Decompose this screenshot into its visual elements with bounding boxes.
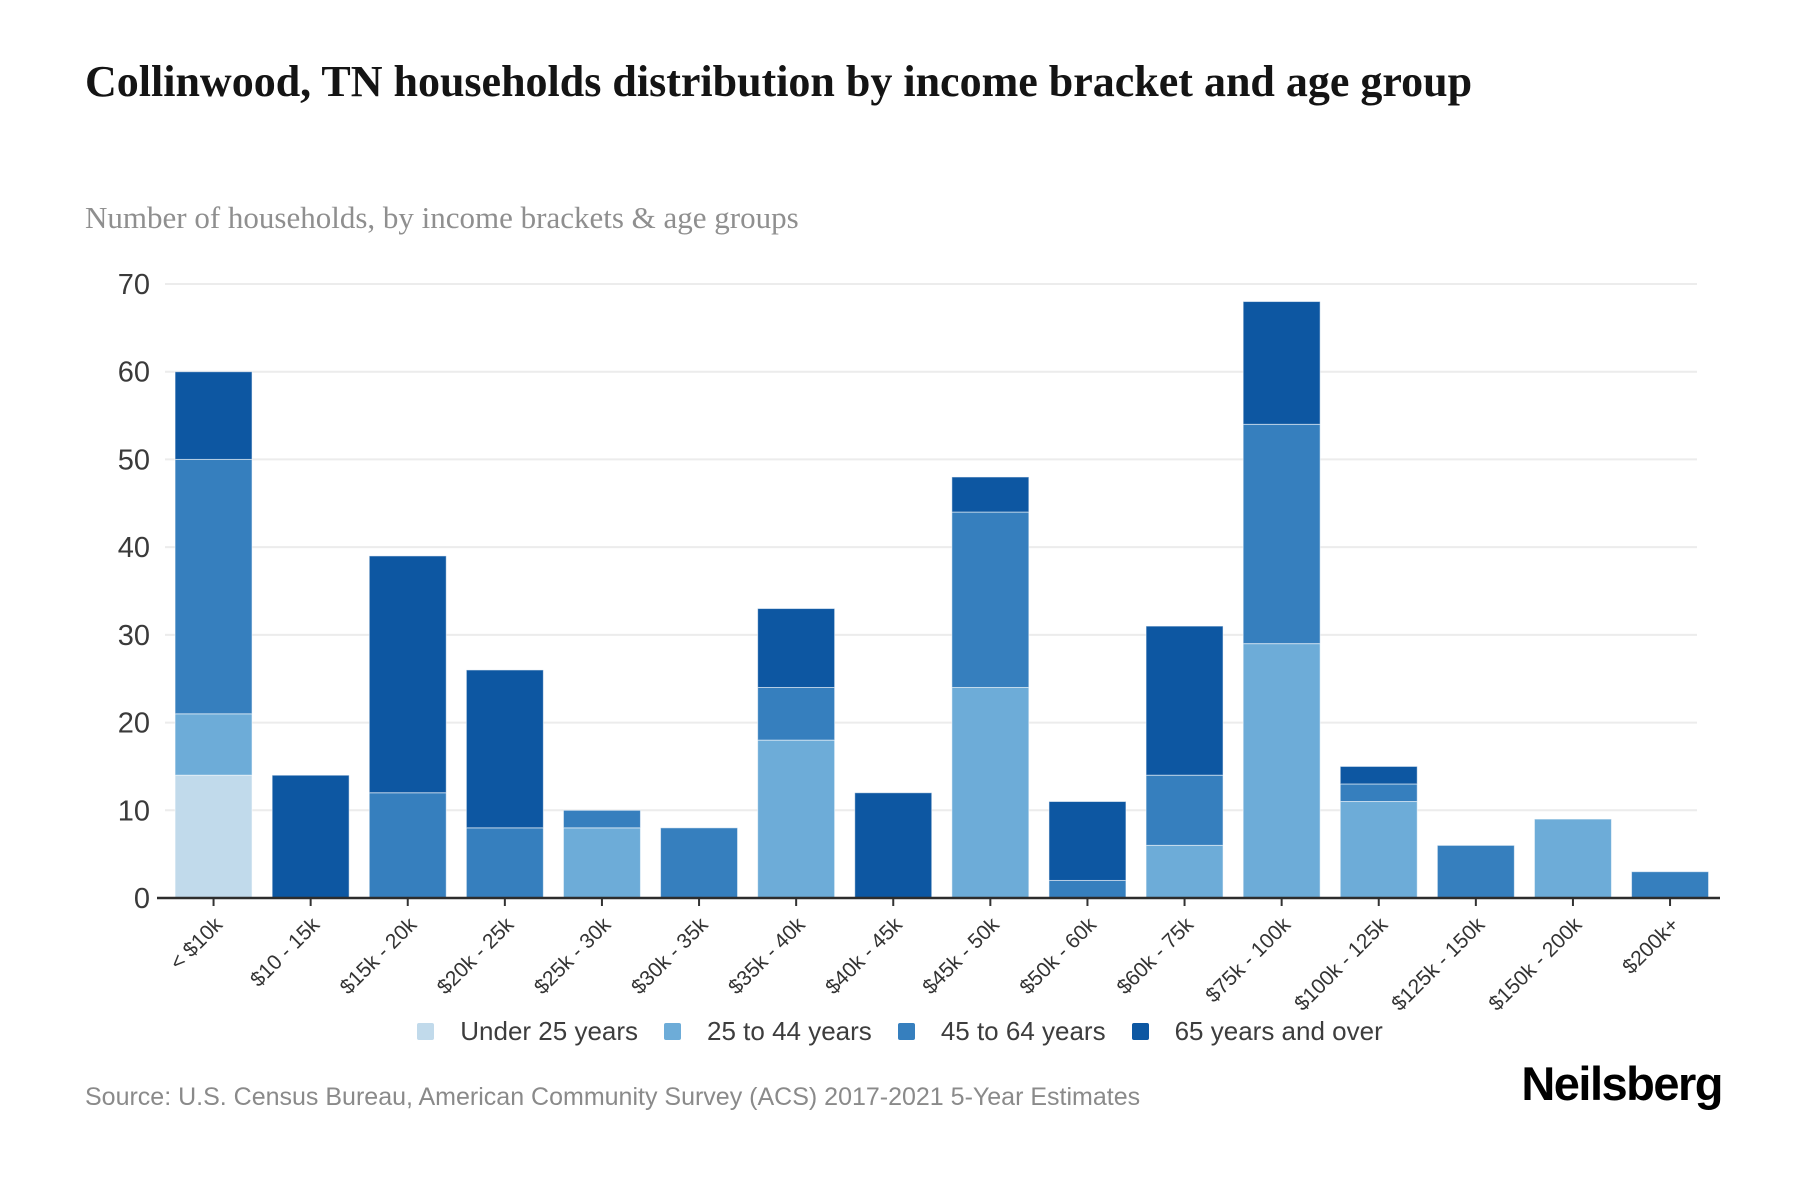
x-tick-label: $100k - 125k: [1290, 913, 1392, 1015]
bar-segment: [1145, 625, 1224, 776]
bar-segment: [1242, 301, 1321, 425]
legend-swatch: [897, 1022, 915, 1040]
x-tick-label: $45k - 50k: [918, 913, 1004, 999]
bar-segment: [174, 774, 253, 899]
bar-segment: [1048, 801, 1127, 881]
bar-segment: [1631, 871, 1710, 899]
x-tick-label: $10 - 15k: [246, 913, 325, 992]
bar-segment: [174, 458, 253, 715]
bar-segment: [1145, 774, 1224, 846]
legend-item: 65 years and over: [1131, 1015, 1383, 1047]
bar-segment: [660, 827, 739, 899]
legend-label: Under 25 years: [460, 1015, 639, 1046]
bar-segment: [757, 608, 836, 688]
legend-swatch: [1131, 1022, 1149, 1040]
legend-item: Under 25 years: [417, 1016, 638, 1047]
x-tick-label: $25k - 30k: [530, 913, 616, 999]
bar-segment: [368, 555, 447, 794]
x-tick-label: $75k - 100k: [1201, 913, 1295, 1007]
legend-label: 45 to 64 years: [940, 1015, 1106, 1046]
bar-segment: [1242, 423, 1321, 645]
bar-segment: [465, 669, 544, 829]
bar-segment: [1339, 783, 1418, 803]
bar-segment: [1533, 818, 1612, 899]
bar-segment: [174, 713, 253, 776]
x-tick-label: $35k - 40k: [724, 913, 810, 999]
source-text: Source: U.S. Census Bureau, American Com…: [85, 1083, 1141, 1111]
x-tick-label: $60k - 75k: [1112, 913, 1198, 999]
y-tick-label: 60: [118, 357, 150, 389]
bar-segment: [951, 476, 1030, 513]
legend-item: 25 to 44 years: [664, 1016, 872, 1047]
x-tick-label: $20k - 25k: [433, 913, 519, 999]
chart-title: Collinwood, TN households distribution b…: [85, 57, 1473, 106]
chart-subtitle: Number of households, by income brackets…: [85, 200, 799, 235]
chart-legend: Under 25 years 25 to 44 years 45 to 64 yea…: [0, 1014, 1800, 1048]
x-tick-label: $15k - 20k: [336, 913, 422, 999]
x-tick-label: < $10k: [166, 913, 228, 975]
y-tick-label: 0: [134, 883, 150, 915]
x-tick-label: $40k - 45k: [821, 913, 907, 999]
bar-segment: [757, 686, 836, 741]
bar-segment: [465, 827, 544, 899]
x-tick-label: $125k - 150k: [1387, 913, 1489, 1015]
bar-segment: [174, 371, 253, 460]
bar-segment: [1339, 765, 1418, 785]
neilsberg-logo: Neilsberg: [1521, 1057, 1723, 1110]
y-tick-label: 50: [118, 444, 150, 476]
x-tick-label: $200k+: [1618, 913, 1683, 978]
legend-label: 25 to 44 years: [707, 1015, 872, 1046]
bar-segment: [757, 739, 836, 899]
bar-segment: [562, 809, 641, 829]
bar-segment: [562, 827, 641, 899]
bar-segment: [271, 774, 350, 899]
y-tick-label: 40: [118, 532, 150, 564]
legend-swatch: [417, 1022, 435, 1040]
bar-segment: [1048, 879, 1127, 899]
x-tick-label: $150k - 200k: [1484, 913, 1586, 1015]
bar-segment: [1436, 844, 1515, 899]
bar-segment: [1339, 801, 1418, 899]
bar-segment: [951, 686, 1030, 899]
legend-swatch: [664, 1022, 682, 1040]
bar-segment: [1145, 844, 1224, 899]
legend-label: 65 years and over: [1174, 1015, 1383, 1046]
x-tick-label: $50k - 60k: [1015, 913, 1101, 999]
y-tick-label: 20: [118, 708, 150, 740]
y-tick-label: 10: [118, 795, 150, 827]
y-tick-label: 70: [118, 269, 150, 301]
x-tick-label: $30k - 35k: [627, 913, 713, 999]
bar-segment: [1242, 643, 1321, 899]
legend-item: 45 to 64 years: [897, 1015, 1106, 1047]
bar-segment: [368, 792, 447, 899]
y-tick-label: 30: [118, 620, 150, 652]
bar-segment: [854, 792, 933, 899]
bar-segment: [951, 511, 1030, 688]
